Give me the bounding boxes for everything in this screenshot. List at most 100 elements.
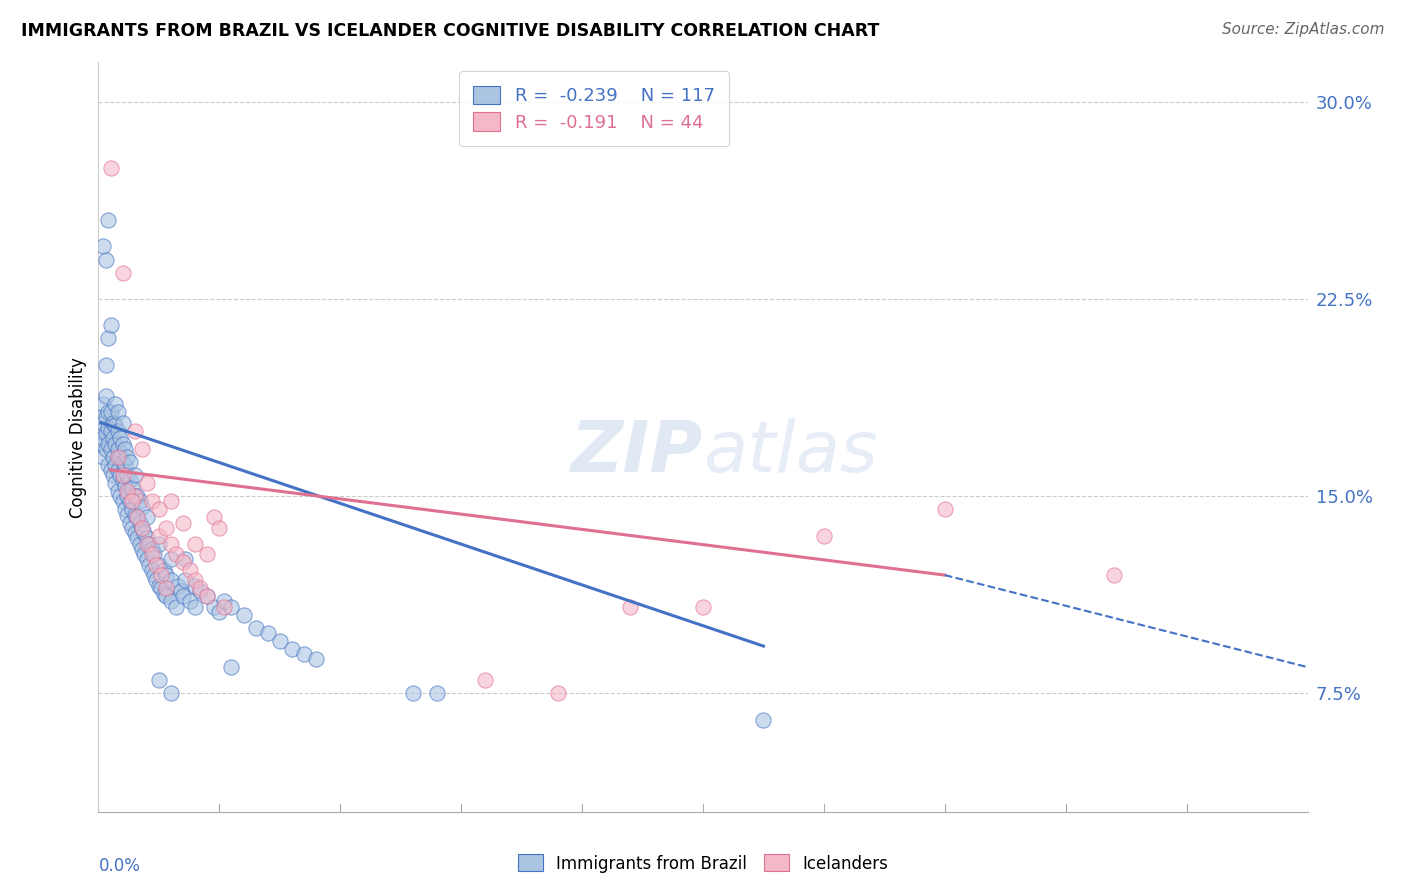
Point <box>141 563 163 577</box>
Point <box>101 450 124 464</box>
Point <box>184 536 207 550</box>
Point <box>169 583 191 598</box>
Point <box>752 713 775 727</box>
Text: IMMIGRANTS FROM BRAZIL VS ICELANDER COGNITIVE DISABILITY CORRELATION CHART: IMMIGRANTS FROM BRAZIL VS ICELANDER COGN… <box>21 22 880 40</box>
Point <box>148 673 170 688</box>
Point <box>97 421 120 435</box>
Point <box>128 536 150 550</box>
Point <box>124 489 146 503</box>
Point <box>121 494 143 508</box>
Point <box>160 536 183 550</box>
Point <box>94 426 117 441</box>
Point <box>232 607 254 622</box>
Point <box>107 483 129 498</box>
Point <box>426 686 449 700</box>
Point <box>165 547 187 561</box>
Point <box>111 436 134 450</box>
Legend: Immigrants from Brazil, Icelanders: Immigrants from Brazil, Icelanders <box>512 847 894 880</box>
Point <box>118 474 141 488</box>
Point <box>131 521 153 535</box>
Point <box>91 397 114 411</box>
Point <box>135 476 157 491</box>
Point <box>114 458 136 472</box>
Point <box>1102 568 1125 582</box>
Point <box>212 594 235 608</box>
Point <box>124 468 146 483</box>
Point <box>148 502 170 516</box>
Point <box>100 424 122 438</box>
Text: atlas: atlas <box>703 417 877 486</box>
Point <box>111 494 134 508</box>
Point <box>124 508 146 522</box>
Point <box>172 555 194 569</box>
Point <box>245 621 267 635</box>
Point <box>167 579 190 593</box>
Point <box>94 252 117 267</box>
Point <box>101 468 124 483</box>
Point <box>117 450 139 464</box>
Point <box>141 541 163 556</box>
Point <box>121 521 143 535</box>
Point <box>474 673 496 688</box>
Point <box>135 531 157 545</box>
Point <box>100 463 122 477</box>
Point <box>114 442 136 456</box>
Point <box>150 581 173 595</box>
Point <box>138 536 160 550</box>
Point <box>148 579 170 593</box>
Point <box>121 502 143 516</box>
Point <box>100 442 122 456</box>
Point <box>97 213 120 227</box>
Point <box>111 266 134 280</box>
Point <box>100 405 122 419</box>
Point <box>118 516 141 530</box>
Point <box>97 405 120 419</box>
Point <box>111 468 134 483</box>
Point <box>148 529 170 543</box>
Text: 0.0%: 0.0% <box>98 856 141 875</box>
Point <box>104 436 127 450</box>
Point <box>107 450 129 464</box>
Point <box>107 405 129 419</box>
Point <box>134 526 156 541</box>
Point <box>104 418 127 433</box>
Point <box>269 633 291 648</box>
Point <box>101 431 124 445</box>
Point <box>179 563 201 577</box>
Point <box>256 626 278 640</box>
Point <box>813 529 835 543</box>
Point <box>107 424 129 438</box>
Point <box>127 510 149 524</box>
Point <box>152 586 174 600</box>
Point <box>692 599 714 614</box>
Point <box>90 436 112 450</box>
Point <box>160 552 183 566</box>
Point <box>208 521 231 535</box>
Point <box>114 502 136 516</box>
Point <box>108 489 131 503</box>
Point <box>100 318 122 333</box>
Legend: R =  -0.239    N = 117, R =  -0.191    N = 44: R = -0.239 N = 117, R = -0.191 N = 44 <box>458 71 730 146</box>
Point <box>131 541 153 556</box>
Point <box>107 442 129 456</box>
Point <box>188 581 211 595</box>
Point <box>160 686 183 700</box>
Point <box>100 161 122 175</box>
Point <box>141 547 163 561</box>
Point <box>97 331 120 345</box>
Point <box>108 431 131 445</box>
Point <box>208 605 231 619</box>
Point <box>155 589 177 603</box>
Point <box>124 489 146 503</box>
Point <box>117 489 139 503</box>
Point <box>91 239 114 253</box>
Point <box>117 508 139 522</box>
Point <box>174 552 197 566</box>
Point <box>195 547 218 561</box>
Text: ZIP: ZIP <box>571 417 703 486</box>
Point <box>195 589 218 603</box>
Point <box>172 589 194 603</box>
Point <box>402 686 425 700</box>
Point <box>111 416 134 430</box>
Point <box>145 574 167 588</box>
